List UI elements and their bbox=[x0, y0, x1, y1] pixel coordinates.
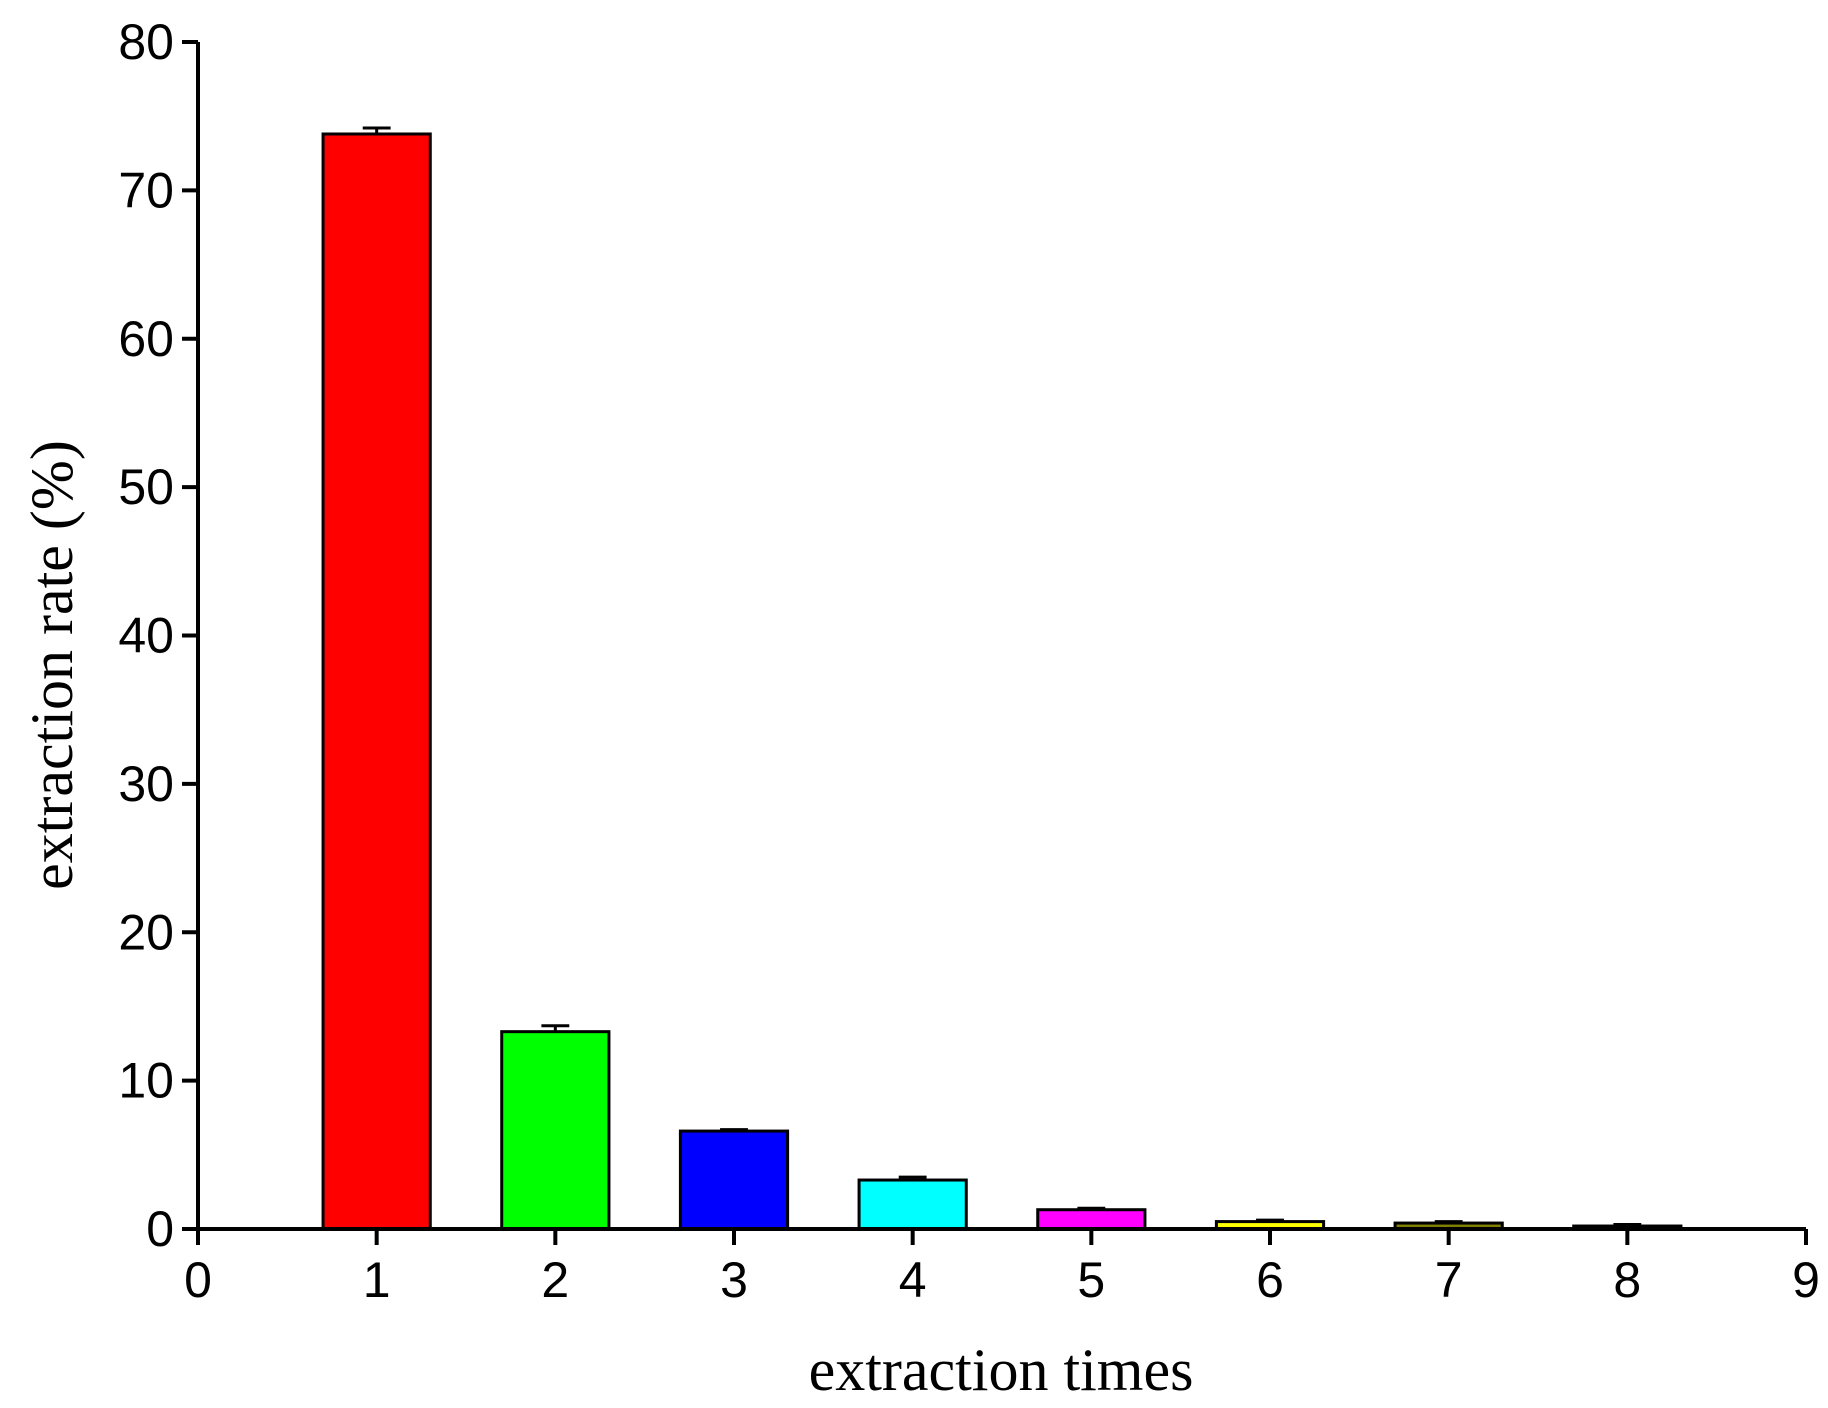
x-tick-label-8: 8 bbox=[1613, 1252, 1641, 1308]
y-tick-label-70: 70 bbox=[118, 162, 174, 218]
y-tick-label-40: 40 bbox=[118, 608, 174, 664]
y-tick-label-0: 0 bbox=[146, 1201, 174, 1257]
x-tick-label-7: 7 bbox=[1435, 1252, 1463, 1308]
y-tick-label-60: 60 bbox=[118, 311, 174, 367]
bars-group bbox=[321, 132, 1683, 1231]
bar-4 bbox=[857, 1178, 968, 1231]
y-tick-label-80: 80 bbox=[118, 14, 174, 70]
error-bars-group bbox=[362, 126, 1642, 1227]
y-tick-label-20: 20 bbox=[118, 904, 174, 960]
x-tick-label-6: 6 bbox=[1256, 1252, 1284, 1308]
bar-5 bbox=[1036, 1208, 1147, 1231]
x-tick-label-1: 1 bbox=[363, 1252, 391, 1308]
x-tick-label-4: 4 bbox=[899, 1252, 927, 1308]
tick-labels-group: 0 10 20 30 40 50 60 70 80 0 1 2 3 4 5 6 7 8 9 bbox=[118, 14, 1820, 1308]
bar-3 bbox=[678, 1129, 790, 1231]
x-tick-label-0: 0 bbox=[184, 1252, 212, 1308]
x-tick-label-2: 2 bbox=[541, 1252, 569, 1308]
x-axis-title: extraction times bbox=[809, 1337, 1194, 1403]
x-tick-label-3: 3 bbox=[720, 1252, 748, 1308]
bar-2 bbox=[500, 1030, 611, 1231]
y-axis-title: extraction rate (%) bbox=[19, 440, 85, 890]
y-tick-label-30: 30 bbox=[118, 756, 174, 812]
y-tick-label-10: 10 bbox=[118, 1053, 174, 1109]
y-tick-label-50: 50 bbox=[118, 459, 174, 515]
axes-group bbox=[182, 40, 1808, 1245]
x-tick-label-9: 9 bbox=[1792, 1252, 1820, 1308]
x-tick-label-5: 5 bbox=[1077, 1252, 1105, 1308]
bar-1 bbox=[321, 132, 432, 1231]
